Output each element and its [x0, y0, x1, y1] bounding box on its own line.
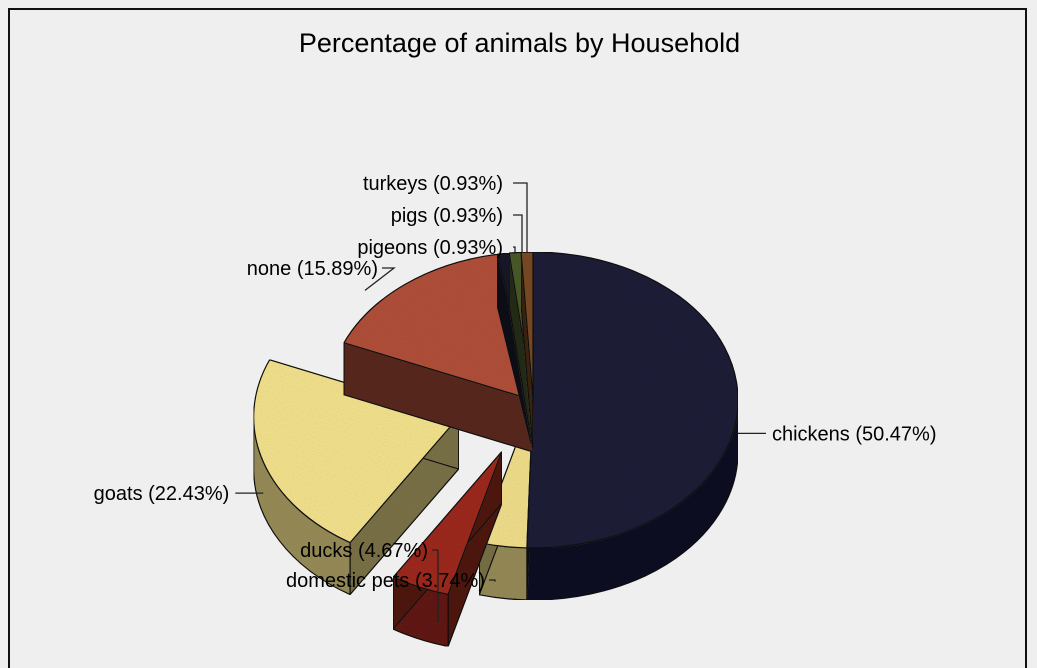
slice-label-domestic-pets: domestic pets (3.74%) — [286, 570, 485, 592]
slice-label-none: none (15.89%) — [247, 258, 378, 280]
pie-chart: chickens (50.47%) domestic pets (3.74%) du… — [94, 173, 937, 648]
pie-top-turkeys — [520, 251, 534, 401]
leader-line-pigeons — [513, 246, 516, 254]
pie-slice-chickens — [526, 251, 739, 601]
slice-label-goats: goats (22.43%) — [94, 483, 230, 505]
pie-slice-turkeys — [520, 251, 534, 453]
pie-labels: chickens (50.47%) domestic pets (3.74%) du… — [94, 173, 937, 592]
leader-line-turkeys — [513, 182, 528, 253]
slice-label-pigeons: pigeons (0.93%) — [357, 237, 503, 259]
leader-line-ducks — [432, 549, 439, 623]
slice-label-chickens: chickens (50.47%) — [772, 423, 937, 445]
pie-slice-ducks — [392, 449, 503, 648]
slice-label-turkeys: turkeys (0.93%) — [363, 173, 503, 195]
leader-line-pigs — [513, 214, 523, 253]
chart-frame: Percentage of animals by Household chick… — [8, 8, 1027, 668]
pie-leaders — [235, 182, 766, 623]
pie-top-chickens — [526, 251, 739, 549]
slice-label-pigs: pigs (0.93%) — [391, 205, 503, 227]
pie-sides — [253, 251, 739, 648]
slice-label-ducks: ducks (4.67%) — [300, 540, 428, 562]
pie-top-ducks — [392, 451, 503, 596]
leader-line-domestic-pets — [489, 579, 496, 582]
pie-top-none — [343, 253, 534, 401]
leader-line-none — [364, 267, 396, 291]
chart-title: Percentage of animals by Household — [298, 28, 741, 58]
